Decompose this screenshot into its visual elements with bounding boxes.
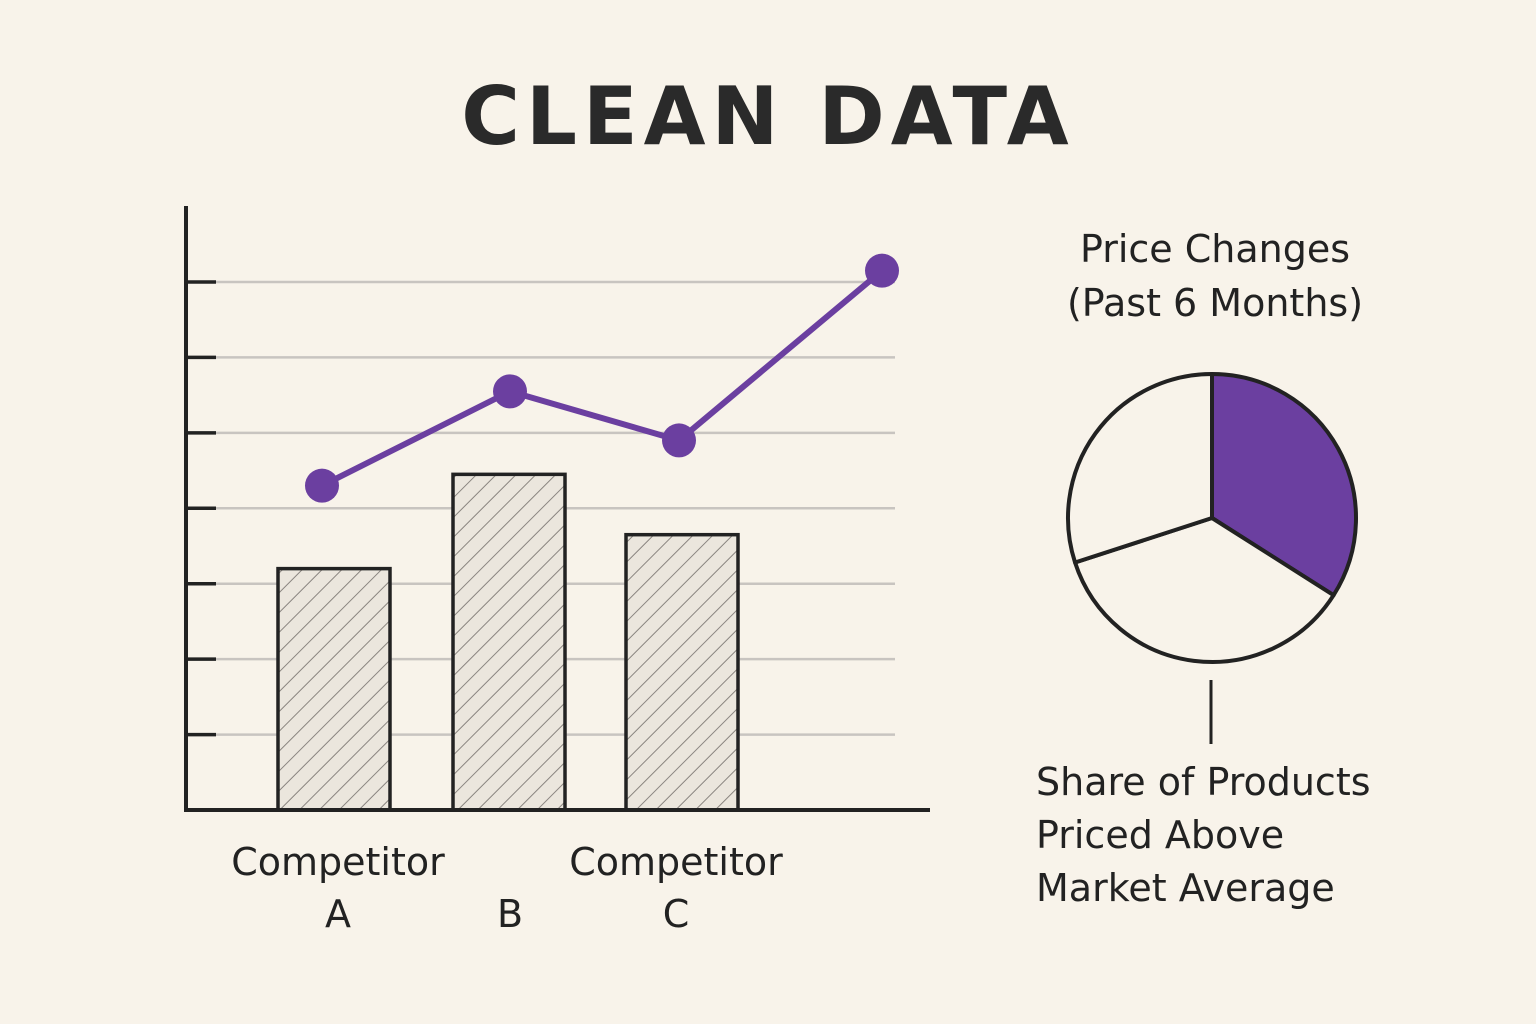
pie-title-line: Price Changes — [1079, 227, 1351, 271]
category-label-competitor-c: Competitor C — [556, 836, 796, 940]
category-label-line: Competitor — [569, 840, 783, 884]
bar-2 — [624, 532, 740, 812]
pie-chart — [1066, 372, 1358, 744]
pie-caption-line: Share of Products — [1036, 760, 1371, 804]
category-label-line: B — [496, 892, 524, 936]
pie-caption-line: Market Average — [1036, 866, 1335, 910]
category-label-b: B — [450, 888, 570, 940]
category-label-line: C — [662, 892, 690, 936]
pie-slice-1 — [1073, 516, 1336, 664]
series-line — [320, 268, 884, 489]
category-label-line: A — [325, 892, 351, 936]
bar-1 — [451, 472, 567, 812]
line-point-2 — [662, 423, 696, 458]
line-point-1 — [493, 374, 527, 409]
pie-caption-line: Priced Above — [1036, 813, 1285, 857]
pie-chart-title: Price Changes (Past 6 Months) — [1040, 222, 1390, 330]
line-point-0 — [305, 468, 339, 503]
pie-title-line: (Past 6 Months) — [1066, 281, 1364, 325]
category-label-line: Competitor — [231, 840, 445, 884]
pie-slice-2 — [1066, 372, 1214, 565]
line-point-3 — [865, 253, 899, 288]
chart-title: CLEAN DATA — [461, 70, 1075, 163]
bar-0 — [276, 566, 392, 812]
pie-chart-caption: Share of Products Priced Above Market Av… — [1036, 756, 1436, 915]
category-label-competitor-a: Competitor A — [218, 836, 458, 940]
bar-line-chart — [184, 206, 930, 812]
